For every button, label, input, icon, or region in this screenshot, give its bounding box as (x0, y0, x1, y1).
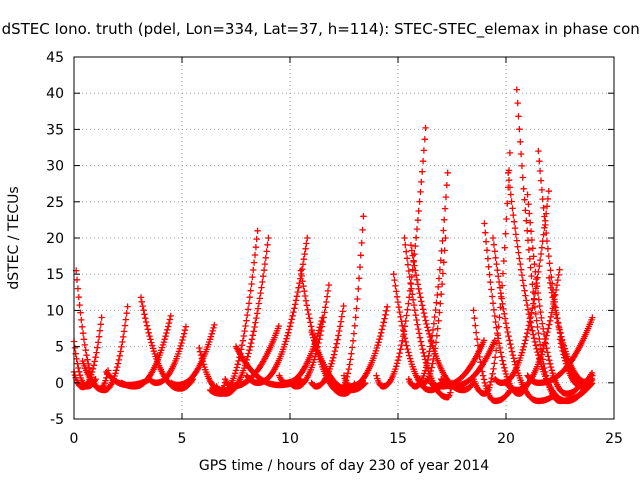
plus-markers (556, 336, 596, 390)
data-series-arc (438, 337, 498, 390)
y-tick-label: 40 (46, 86, 64, 102)
y-tick-label: 35 (46, 122, 64, 138)
plus-markers (286, 281, 333, 390)
y-tick-label: 5 (55, 340, 64, 356)
data-series-arc (556, 336, 596, 390)
plus-markers (373, 124, 429, 390)
plus-markers (470, 149, 514, 397)
data-series-arc (489, 234, 559, 405)
plus-markers (146, 323, 190, 386)
plus-markers (489, 234, 559, 405)
y-tick-label: 15 (46, 267, 64, 283)
x-axis-label: GPS time / hours of day 230 of year 2014 (199, 458, 489, 474)
data-series-arc (330, 213, 367, 394)
y-tick-label: 30 (46, 159, 64, 175)
y-tick-label: 45 (46, 50, 64, 66)
chart-title: dSTEC Iono. truth (pdel, Lon=334, Lat=37… (2, 20, 640, 39)
x-tick-label: 5 (178, 431, 187, 447)
y-tick-label: -5 (50, 412, 64, 428)
data-points (70, 86, 596, 405)
x-tick-label: 10 (281, 431, 299, 447)
y-tick-label: 0 (55, 376, 64, 392)
data-series-arc (373, 124, 429, 390)
plus-markers (330, 213, 367, 394)
x-tick-label: 25 (605, 431, 623, 447)
data-series-arc (470, 149, 514, 397)
x-tick-label: 15 (389, 431, 407, 447)
plus-markers (470, 307, 514, 405)
data-series-arc (286, 281, 333, 390)
data-series-arc (340, 303, 391, 390)
x-tick-label: 20 (497, 431, 515, 447)
data-series-arc (524, 191, 585, 397)
x-tick-label: 0 (70, 431, 79, 447)
y-tick-label: 20 (46, 231, 64, 247)
axis-ticks: 0 5 10 15 20 25 -5 0 5 10 15 20 25 30 35 40 45 (46, 50, 623, 447)
plus-markers (308, 302, 347, 390)
y-axis-label: dSTEC / TECUs (6, 186, 22, 289)
data-series-arc (146, 323, 190, 386)
plus-markers (438, 337, 498, 390)
plus-markers (340, 303, 391, 390)
y-tick-label: 25 (46, 195, 64, 211)
y-tick-label: 10 (46, 303, 64, 319)
data-series-arc (308, 302, 347, 390)
grid-lines (74, 57, 614, 419)
plus-markers (416, 234, 449, 386)
data-series-arc (470, 307, 514, 405)
data-series-arc (416, 234, 449, 386)
plus-markers (524, 191, 585, 397)
